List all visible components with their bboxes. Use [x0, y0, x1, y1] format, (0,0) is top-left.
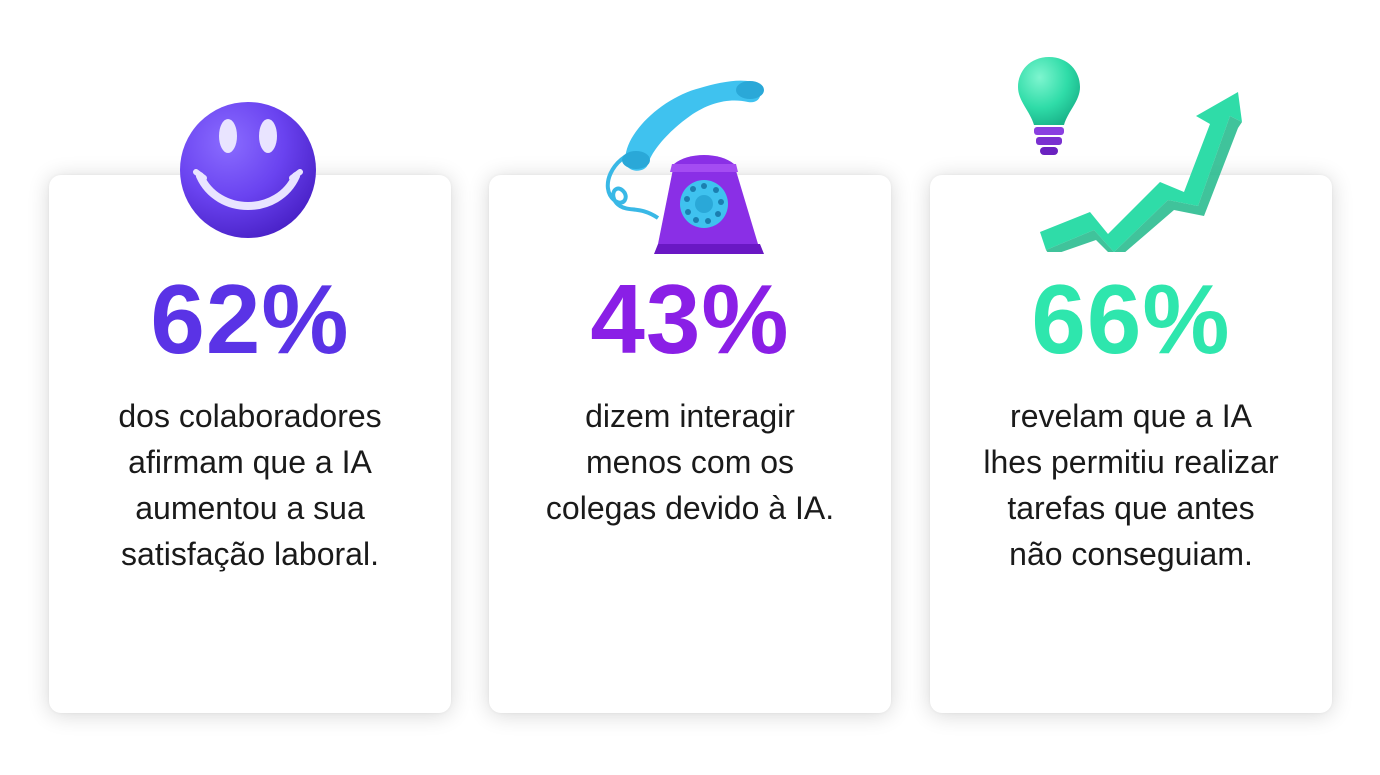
description-line: não conseguiam.	[1009, 536, 1253, 572]
stat-description: revelam que a IA lhes permitiu realizar …	[940, 393, 1322, 577]
description-line: satisfação laboral.	[121, 536, 379, 572]
description-line: lhes permitiu realizar	[983, 444, 1279, 480]
smiley-face-icon	[180, 102, 316, 238]
stat-value: 66%	[1031, 264, 1231, 374]
description-line: aumentou a sua	[135, 490, 365, 526]
description-line: tarefas que antes	[1007, 490, 1255, 526]
stat-value: 62%	[150, 264, 350, 374]
description-line: colegas devido à IA.	[545, 490, 835, 526]
lightbulb-icon	[1018, 57, 1080, 155]
stat-card-new-tasks: 66% revelam que a IA lhes permitiu reali…	[930, 175, 1332, 713]
description-line: menos com os	[585, 444, 795, 480]
stat-value: 43%	[590, 264, 790, 374]
trend-arrow-icon	[1040, 92, 1242, 252]
stat-card-interaction: 43% dizem interagir menos com os colegas…	[489, 175, 891, 713]
stat-description: dizem interagir menos com os colegas dev…	[499, 393, 881, 531]
description-line: dizem interagir	[585, 398, 795, 434]
stat-description: dos colaboradores afirmam que a IA aumen…	[59, 393, 441, 577]
stat-card-satisfaction: 62% dos colaboradores afirmam que a IA a…	[49, 175, 451, 713]
description-line: afirmam que a IA	[128, 444, 372, 480]
description-line: revelam que a IA	[1010, 398, 1252, 434]
description-line: dos colaboradores	[118, 398, 382, 434]
telephone-icon	[605, 80, 764, 254]
